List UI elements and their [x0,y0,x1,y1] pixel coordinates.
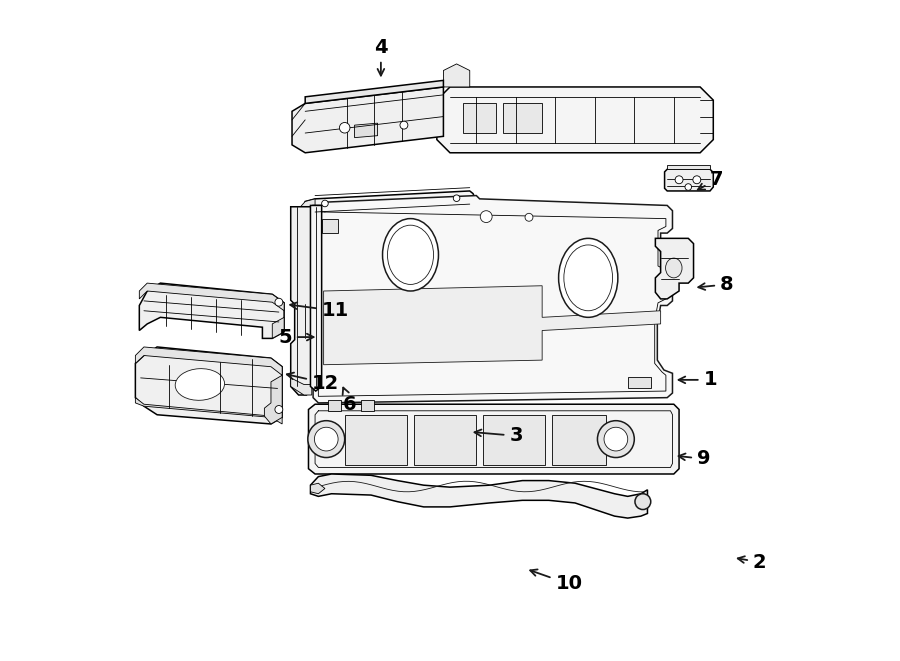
Polygon shape [310,474,647,518]
Text: 5: 5 [278,328,313,346]
Polygon shape [265,375,283,424]
Ellipse shape [564,245,613,311]
Polygon shape [355,123,378,137]
Polygon shape [655,239,694,299]
Circle shape [308,420,345,457]
Text: 2: 2 [738,553,767,572]
Polygon shape [300,199,315,216]
Polygon shape [322,219,338,233]
Polygon shape [309,405,680,474]
Polygon shape [135,398,283,424]
Ellipse shape [388,225,434,284]
Text: 8: 8 [698,275,733,294]
Polygon shape [291,207,311,395]
Polygon shape [310,206,321,391]
Polygon shape [273,317,284,338]
Polygon shape [667,165,710,169]
Circle shape [604,427,627,451]
Polygon shape [140,283,284,338]
Circle shape [339,122,350,133]
Circle shape [635,494,651,510]
Polygon shape [292,87,444,153]
Ellipse shape [176,369,224,401]
Polygon shape [503,103,542,133]
Text: 9: 9 [679,449,710,469]
Text: 3: 3 [474,426,523,446]
Polygon shape [464,103,496,133]
Text: 4: 4 [374,38,388,75]
Polygon shape [135,347,283,375]
Polygon shape [310,483,325,494]
Polygon shape [361,400,374,410]
Polygon shape [291,378,311,395]
Polygon shape [135,347,283,424]
Circle shape [274,298,283,306]
Circle shape [675,176,683,184]
Polygon shape [328,400,341,410]
Polygon shape [444,64,470,87]
Text: 6: 6 [343,387,356,414]
Polygon shape [436,87,714,153]
Circle shape [525,214,533,221]
Circle shape [321,200,328,207]
Text: 10: 10 [530,569,582,594]
Polygon shape [324,286,661,365]
Circle shape [314,427,338,451]
Ellipse shape [559,239,617,317]
Polygon shape [305,81,444,103]
Circle shape [274,406,283,413]
Circle shape [685,184,691,190]
Polygon shape [313,196,672,403]
Ellipse shape [382,219,438,291]
Circle shape [598,420,634,457]
Text: 11: 11 [290,301,349,320]
Text: 1: 1 [679,370,717,389]
Polygon shape [552,415,606,465]
Polygon shape [627,377,651,389]
Polygon shape [483,415,545,465]
Text: 7: 7 [698,170,724,190]
Polygon shape [664,169,714,191]
Circle shape [693,176,701,184]
Polygon shape [305,191,476,216]
Circle shape [454,195,460,202]
Polygon shape [345,415,407,465]
Text: 12: 12 [287,373,339,393]
Circle shape [481,211,492,223]
Polygon shape [414,415,476,465]
Polygon shape [140,283,284,311]
Circle shape [400,121,408,129]
Ellipse shape [666,258,682,278]
